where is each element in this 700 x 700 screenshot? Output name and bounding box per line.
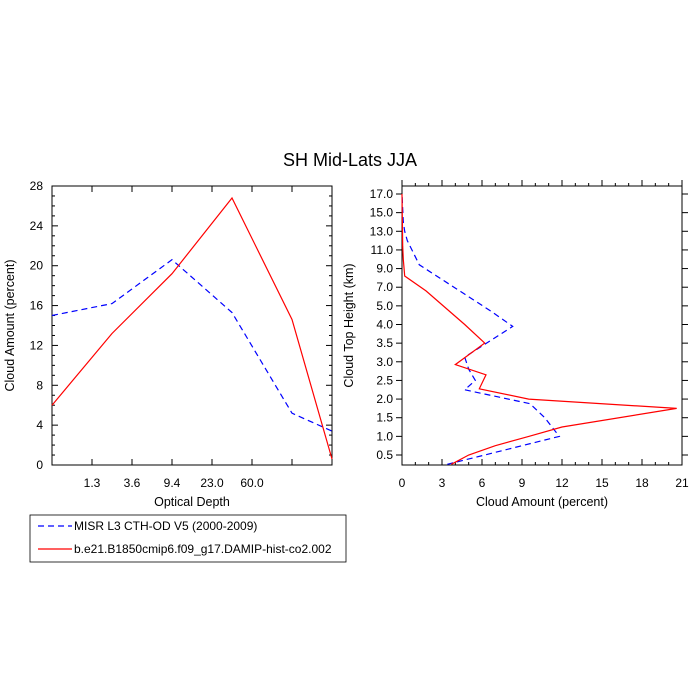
right-y-tick-label: 2.5 <box>376 373 393 387</box>
right-x-tick-label: 15 <box>595 476 609 490</box>
right-x-tick-label: 0 <box>399 476 406 490</box>
right-panel-cloud-top-height: 0.5 1.0 1.5 2.0 2.5 3.0 3.5 4.0 5.0 7.0 9.0 11.0 13.… <box>342 180 689 509</box>
right-series-model-line <box>401 193 677 465</box>
right-y-tick-label: 13.0 <box>370 224 394 238</box>
left-x-tick-label: 9.4 <box>164 476 181 490</box>
left-x-tick-label: 1.3 <box>84 476 101 490</box>
left-y-tick-label: 24 <box>30 219 44 233</box>
left-x-axis-title: Optical Depth <box>154 495 230 509</box>
right-y-tick-label: 17.0 <box>370 187 394 201</box>
left-y-tick-label: 4 <box>36 418 43 432</box>
left-series-model-line <box>51 196 333 460</box>
right-y-tick-label: 0.5 <box>376 448 393 462</box>
left-y-tick-label: 20 <box>30 259 44 273</box>
left-y-tick-label: 0 <box>36 458 43 472</box>
right-y-tick-label: 3.5 <box>376 336 393 350</box>
right-x-tick-label: 21 <box>675 476 689 490</box>
left-series-misr-line <box>51 258 333 432</box>
left-panel-optical-depth: 0 4 8 12 16 20 24 28 1.3 3.6 9.4 23.0 60.0 Optical De… <box>3 179 333 509</box>
right-y-tick-label: 2.0 <box>376 392 393 406</box>
right-y-tick-label: 15.0 <box>370 206 394 220</box>
left-plot-frame <box>51 185 333 466</box>
left-x-tick-label: 3.6 <box>124 476 141 490</box>
left-y-tick-label: 16 <box>30 299 44 313</box>
left-y-axis-title: Cloud Amount (percent) <box>3 259 17 391</box>
right-y-tick-label: 11.0 <box>371 243 394 257</box>
right-y-tick-label: 5.0 <box>376 299 393 313</box>
left-x-tick-label: 60.0 <box>240 476 264 490</box>
legend: MISR L3 CTH-OD V5 (2000-2009) b.e21.B185… <box>29 514 347 563</box>
right-x-tick-label: 3 <box>439 476 446 490</box>
right-x-tick-label: 9 <box>519 476 526 490</box>
right-y-tick-label: 7.0 <box>376 280 393 294</box>
left-y-tick-label: 28 <box>30 179 44 193</box>
left-y-tick-label: 8 <box>36 378 43 392</box>
right-x-tick-label: 12 <box>555 476 569 490</box>
right-plot-frame <box>401 185 683 466</box>
right-y-tick-label: 1.0 <box>376 429 393 443</box>
right-y-axis-title: Cloud Top Height (km) <box>342 263 356 387</box>
right-y-tick-label: 4.0 <box>376 318 393 332</box>
legend-label-misr: MISR L3 CTH-OD V5 (2000-2009) <box>74 519 257 533</box>
right-y-tick-label: 1.5 <box>376 411 393 425</box>
legend-label-model: b.e21.B1850cmip6.f09_g17.DAMIP-hist-co2.… <box>74 542 332 556</box>
right-x-axis-title: Cloud Amount (percent) <box>476 495 608 509</box>
chart-title: SH Mid-Lats JJA <box>283 150 417 170</box>
legend-box <box>29 514 347 563</box>
left-x-tick-label: 23.0 <box>200 476 224 490</box>
left-y-tick-label: 12 <box>30 338 44 352</box>
right-series-misr-line <box>401 193 561 465</box>
right-y-tick-label: 9.0 <box>376 262 393 276</box>
right-x-tick-label: 6 <box>479 476 486 490</box>
right-y-tick-label: 3.0 <box>376 355 393 369</box>
right-x-tick-label: 18 <box>635 476 649 490</box>
